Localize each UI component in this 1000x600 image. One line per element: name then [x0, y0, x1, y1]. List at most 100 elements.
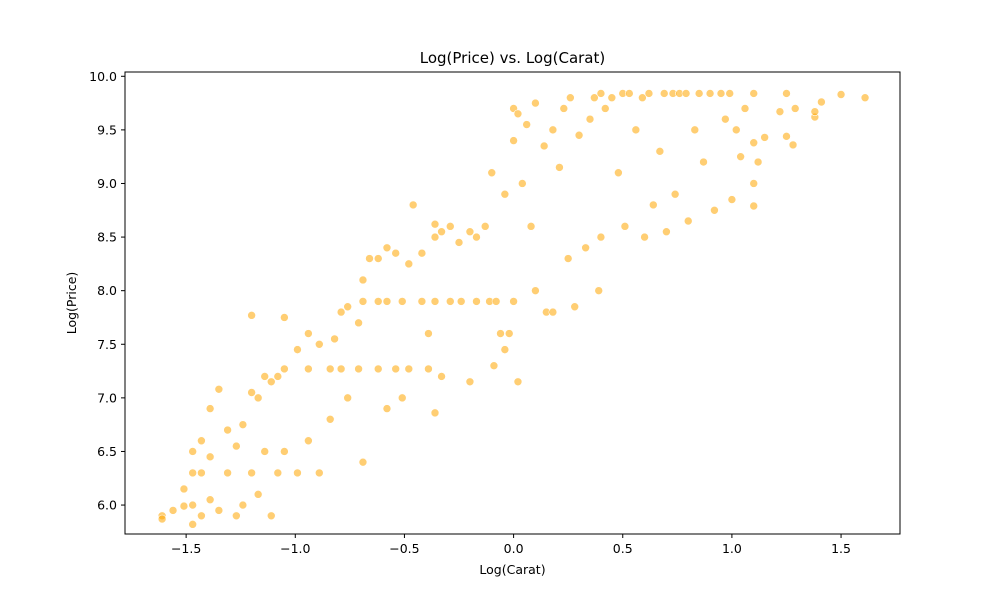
y-axis-label: Log(Price): [64, 272, 79, 335]
data-point: [391, 364, 401, 374]
data-point: [570, 302, 580, 312]
data-point: [581, 243, 590, 253]
x-axis: −1.5 −1.0 −0.5 0.0 0.5 1.0 1.5: [171, 534, 851, 556]
data-point: [509, 297, 518, 306]
data-point: [539, 141, 549, 151]
data-point: [336, 364, 346, 374]
data-point: [373, 254, 383, 263]
data-point: [238, 500, 248, 510]
data-point: [280, 447, 289, 456]
y-tick-label: 10.0: [89, 69, 117, 84]
data-point: [555, 163, 564, 172]
data-point: [247, 468, 256, 478]
data-point: [480, 222, 490, 231]
data-point: [489, 361, 499, 371]
data-point: [205, 452, 215, 462]
y-tick-label: 7.0: [97, 390, 117, 405]
data-point: [817, 97, 826, 107]
data-point: [358, 275, 368, 285]
data-point: [336, 307, 346, 317]
data-point: [727, 195, 737, 204]
data-point: [531, 286, 540, 295]
data-point: [280, 313, 289, 322]
data-point: [397, 297, 407, 306]
data-point: [836, 90, 846, 99]
data-point: [749, 89, 759, 98]
data-point: [548, 125, 558, 135]
x-tick-label: 0.5: [613, 541, 633, 556]
x-tick-label: −0.5: [389, 541, 419, 556]
data-point: [424, 329, 433, 338]
data-point: [662, 227, 671, 237]
data-point: [266, 377, 276, 387]
data-point: [518, 179, 527, 188]
data-point: [430, 408, 440, 418]
data-point: [725, 89, 735, 98]
data-point: [513, 377, 523, 387]
data-point: [496, 329, 505, 338]
x-tick-label: 1.5: [831, 541, 851, 556]
data-point: [504, 329, 514, 338]
data-point: [740, 104, 750, 113]
x-tick-label: −1.0: [280, 541, 310, 556]
data-point: [373, 297, 383, 306]
data-point: [749, 201, 759, 211]
data-point: [716, 89, 726, 98]
data-point: [574, 130, 584, 140]
data-point: [631, 125, 641, 135]
data-point: [563, 254, 573, 263]
data-point: [522, 120, 531, 129]
data-point: [566, 93, 575, 103]
data-point: [620, 222, 630, 231]
data-point: [456, 297, 466, 306]
data-point: [293, 345, 302, 354]
data-point: [810, 107, 820, 116]
data-point: [454, 238, 464, 247]
data-point: [260, 447, 270, 456]
data-point: [168, 506, 178, 515]
data-point: [188, 500, 197, 510]
data-point: [437, 372, 446, 381]
data-point: [314, 468, 324, 478]
data-point: [232, 511, 241, 521]
data-point: [790, 104, 800, 113]
data-point: [382, 243, 392, 253]
data-point: [710, 205, 719, 215]
data-point: [273, 372, 283, 381]
data-point: [590, 93, 599, 103]
data-point: [782, 89, 791, 98]
data-point: [782, 132, 791, 141]
data-point: [197, 436, 206, 446]
data-point: [214, 506, 224, 515]
y-tick-label: 6.5: [97, 444, 117, 459]
data-point: [860, 93, 870, 103]
data-point: [358, 457, 368, 467]
data-point: [253, 490, 263, 499]
data-point: [214, 384, 224, 394]
data-point: [273, 468, 283, 478]
y-tick-label: 7.5: [97, 337, 117, 352]
data-point: [253, 393, 263, 403]
data-point: [465, 227, 475, 237]
data-point: [205, 404, 215, 413]
data-point: [526, 222, 536, 231]
data-point: [513, 109, 523, 119]
data-point: [659, 89, 669, 98]
data-point: [775, 107, 785, 116]
y-tick-label: 9.5: [97, 122, 117, 137]
data-point: [179, 484, 189, 494]
data-point: [293, 468, 302, 478]
data-point: [188, 520, 197, 529]
data-point: [788, 140, 798, 150]
data-point: [472, 297, 481, 306]
data-point: [655, 147, 665, 156]
data-point: [472, 232, 481, 242]
data-point: [445, 222, 455, 231]
data-point: [640, 232, 649, 242]
data-point: [681, 89, 691, 98]
y-tick-label: 8.0: [97, 283, 117, 298]
data-point: [600, 104, 610, 113]
data-point: [548, 307, 558, 317]
data-point: [699, 157, 708, 167]
